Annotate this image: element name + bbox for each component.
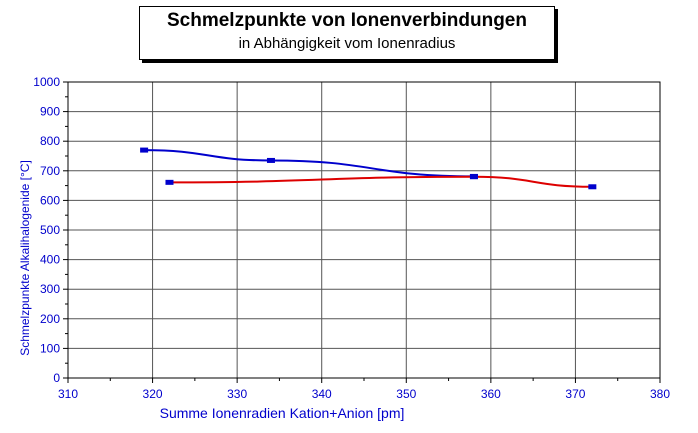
y-tick-label: 200 bbox=[40, 312, 60, 326]
x-tick-label: 350 bbox=[396, 387, 416, 401]
data-point-2 bbox=[588, 184, 597, 190]
data-point-2 bbox=[165, 179, 174, 185]
x-tick-label: 370 bbox=[565, 387, 585, 401]
x-tick-label: 340 bbox=[312, 387, 332, 401]
y-tick-label: 600 bbox=[40, 193, 60, 207]
chart-title-box: Schmelzpunkte von Ionenverbindungen in A… bbox=[139, 6, 555, 60]
y-tick-label: 400 bbox=[40, 253, 60, 267]
series-line-1 bbox=[144, 149, 474, 178]
grid bbox=[68, 82, 660, 378]
y-tick-label: 700 bbox=[40, 164, 60, 178]
data-point-1 bbox=[266, 157, 275, 163]
data-point-1 bbox=[140, 147, 149, 153]
data-point-2 bbox=[469, 174, 478, 180]
x-tick-label: 320 bbox=[143, 387, 163, 401]
chart-subtitle: in Abhängigkeit vom Ionenradius bbox=[238, 35, 456, 52]
x-axis-label: Summe Ionenradien Kation+Anion [pm] bbox=[160, 405, 405, 421]
y-tick-label: 1000 bbox=[33, 75, 60, 89]
y-tick-label: 500 bbox=[40, 223, 60, 237]
x-tick-label: 330 bbox=[227, 387, 247, 401]
y-axis-label: Schmelzpunkte Alkalihalogenide [°C] bbox=[18, 160, 32, 356]
x-tick-label: 310 bbox=[58, 387, 78, 401]
y-tick-label: 100 bbox=[40, 341, 60, 355]
y-tick-label: 800 bbox=[40, 134, 60, 148]
y-tick-label: 0 bbox=[53, 371, 60, 385]
chart-title: Schmelzpunkte von Ionenverbindungen bbox=[167, 10, 527, 31]
y-tick-label: 900 bbox=[40, 105, 60, 119]
x-tick-label: 360 bbox=[481, 387, 501, 401]
x-tick-label: 380 bbox=[650, 387, 670, 401]
y-tick-label: 300 bbox=[40, 282, 60, 296]
axis-ticks: 310 320 330 340 350 360 370 380 0 100 200 300 400 500… bbox=[33, 75, 670, 401]
series-layer bbox=[140, 147, 597, 190]
series-line-2 bbox=[169, 175, 593, 188]
